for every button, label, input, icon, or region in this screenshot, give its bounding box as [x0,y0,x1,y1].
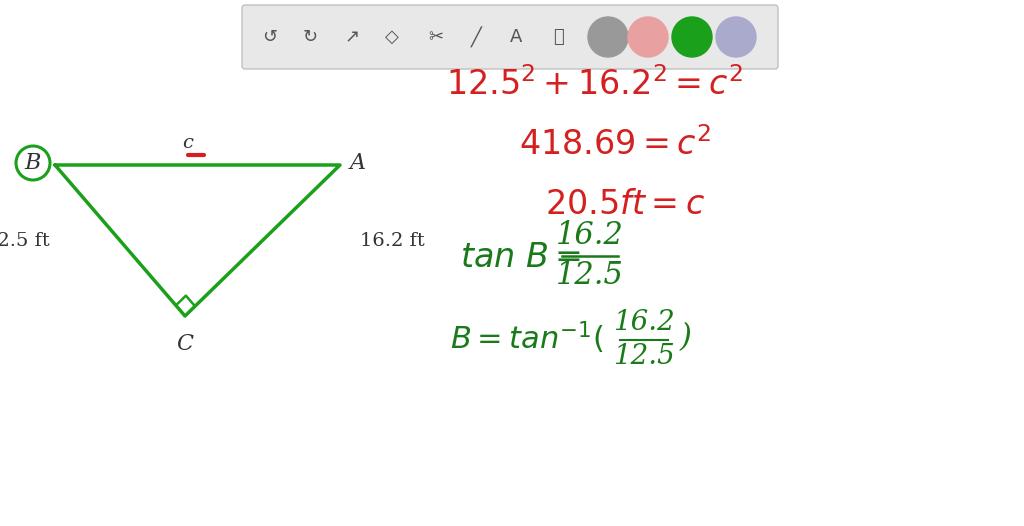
Text: ): ) [680,322,692,353]
Text: $B = tan^{-1}($: $B = tan^{-1}($ [450,320,603,356]
Text: 16.2 ft: 16.2 ft [359,231,424,249]
Text: C: C [176,333,194,355]
Circle shape [628,17,668,57]
Text: B: B [25,152,41,174]
Text: $12.5^2 + 16.2^2 = c^2$: $12.5^2 + 16.2^2 = c^2$ [446,68,743,103]
Text: ⛶: ⛶ [553,28,563,46]
Text: 12.5: 12.5 [613,342,675,369]
Text: 16.2: 16.2 [556,220,624,251]
Text: $418.69 = c^2$: $418.69 = c^2$ [519,128,711,163]
Text: 12.5 ft: 12.5 ft [0,231,49,249]
Text: ↺: ↺ [262,28,278,46]
Text: 16.2: 16.2 [613,309,675,337]
Text: ╱: ╱ [471,26,481,47]
Text: ↻: ↻ [302,28,317,46]
Text: ↗: ↗ [344,28,359,46]
Text: $\mathit{tan}\ B =$: $\mathit{tan}\ B =$ [460,242,582,274]
Text: 12.5: 12.5 [556,260,624,291]
Text: ◇: ◇ [385,28,399,46]
Text: ✂: ✂ [428,28,443,46]
Circle shape [672,17,712,57]
Text: A: A [350,152,366,174]
FancyBboxPatch shape [242,5,778,69]
Circle shape [588,17,628,57]
Text: A: A [510,28,522,46]
Circle shape [716,17,756,57]
Text: c: c [182,134,193,152]
Text: $20.5ft = c$: $20.5ft = c$ [545,189,705,221]
